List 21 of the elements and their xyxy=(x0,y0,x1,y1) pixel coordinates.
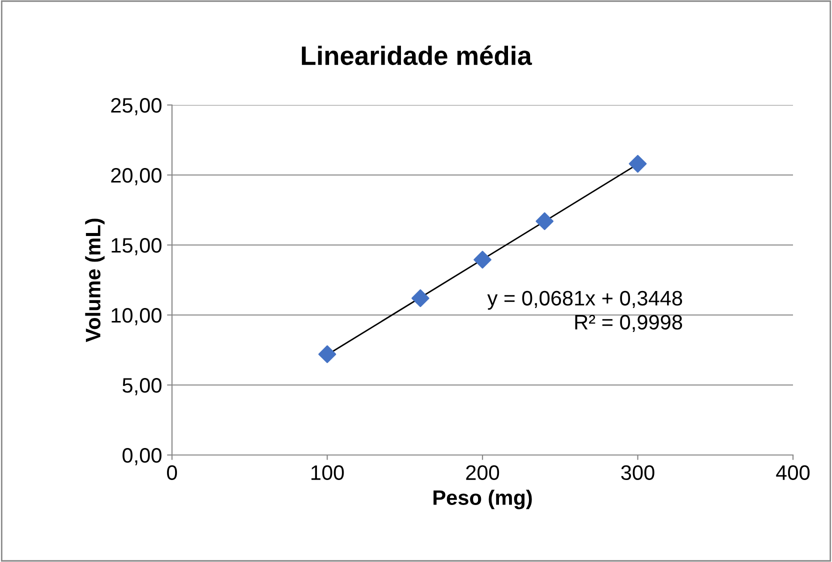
point xyxy=(536,212,554,230)
x-tick-label: 300 xyxy=(621,465,654,480)
x-tick-label: 200 xyxy=(466,465,500,480)
y-tick-label: 25,00 xyxy=(111,98,162,116)
y-tick-label: 15,00 xyxy=(112,238,162,256)
y-tick-label: 10,00 xyxy=(112,308,162,326)
y-tick-label: 20,00 xyxy=(111,168,162,186)
point xyxy=(318,345,336,364)
x-tick-label: 400 xyxy=(776,465,810,480)
annotation: y = 0,0681x + 0,3448 xyxy=(487,290,682,310)
x-axis-title: Peso (mg) xyxy=(434,490,532,510)
y-tick-label: 0,00 xyxy=(122,448,162,466)
point xyxy=(628,154,647,173)
point xyxy=(474,250,492,269)
x-tick-label: 100 xyxy=(311,465,344,480)
annotation: R² = 0,9998 xyxy=(575,314,682,332)
y-axis-title: Volume (mL) xyxy=(85,218,105,342)
y-tick-label: 5,00 xyxy=(122,378,162,396)
chart-title: Linearidade média xyxy=(302,45,532,66)
point xyxy=(411,289,430,308)
x-tick-label: 0 xyxy=(167,465,177,480)
